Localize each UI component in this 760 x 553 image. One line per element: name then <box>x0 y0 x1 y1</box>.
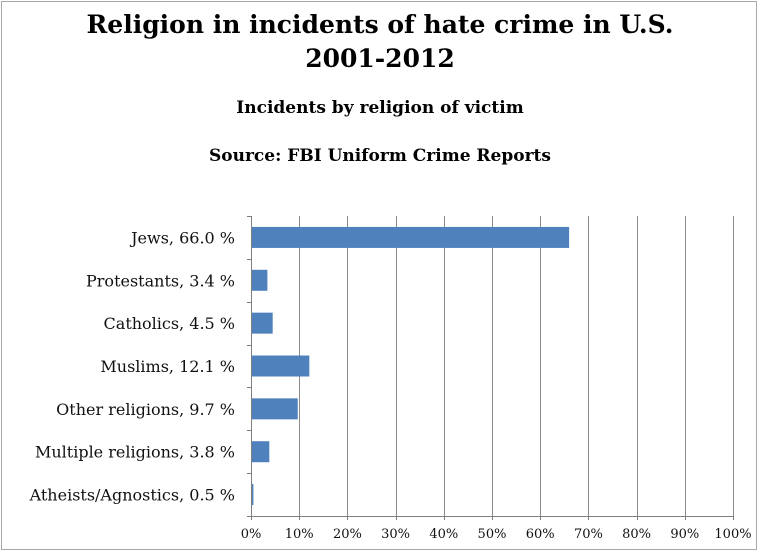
category-label: Muslims, 12.1 % <box>100 357 235 376</box>
x-tick-label: 30% <box>381 527 410 542</box>
x-tick-label: 0% <box>241 527 262 542</box>
x-tick-label: 70% <box>574 527 603 542</box>
x-tick-label: 40% <box>429 527 458 542</box>
x-tick-label: 100% <box>714 527 751 542</box>
x-tick-label: 50% <box>478 527 507 542</box>
x-tick-label: 80% <box>622 527 651 542</box>
category-label: Multiple religions, 3.8 % <box>35 443 235 462</box>
bar <box>251 484 254 506</box>
bar <box>251 226 570 248</box>
category-label: Jews, 66.0 % <box>129 228 235 247</box>
bar <box>251 398 298 420</box>
bar <box>251 441 270 463</box>
x-tick-label: 20% <box>333 527 362 542</box>
category-label: Protestants, 3.4 % <box>86 271 235 290</box>
chart-source: Source: FBI Uniform Crime Reports <box>209 146 551 166</box>
category-label: Catholics, 4.5 % <box>104 314 235 333</box>
bar <box>251 355 310 377</box>
category-label: Atheists/Agnostics, 0.5 % <box>29 486 235 505</box>
bar <box>251 312 273 334</box>
x-tick-label: 90% <box>670 527 699 542</box>
x-tick-label: 10% <box>285 527 314 542</box>
x-tick-label: 60% <box>526 527 555 542</box>
chart-subtitle: Incidents by religion of victim <box>236 98 524 118</box>
chart-title-line2: 2001-2012 <box>305 44 455 73</box>
chart-title: Religion in incidents of hate crime in U… <box>86 10 674 39</box>
bar <box>251 269 268 291</box>
category-label: Other religions, 9.7 % <box>56 400 235 419</box>
